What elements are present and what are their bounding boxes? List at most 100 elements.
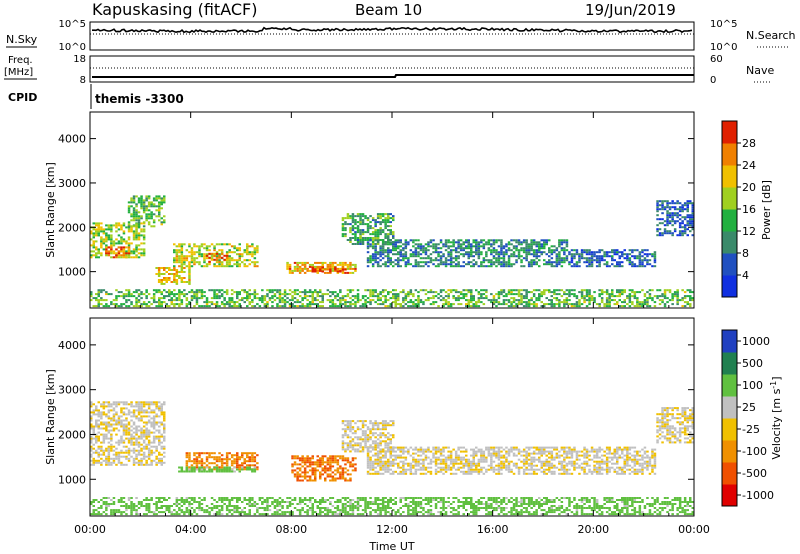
echo-cell <box>605 297 609 300</box>
echo-cell <box>643 265 647 268</box>
echo-cell <box>593 251 596 254</box>
echo-cell <box>266 289 269 292</box>
echo-cell <box>324 271 327 274</box>
echo-cell <box>387 217 390 220</box>
echo-cell <box>419 257 423 260</box>
echo-cell <box>605 263 609 266</box>
echo-cell <box>495 452 498 455</box>
echo-cell <box>422 301 425 304</box>
echo-cell <box>107 228 111 231</box>
echo-cell <box>611 295 614 298</box>
echo-cell <box>550 257 554 260</box>
echo-cell <box>349 305 352 308</box>
echo-cell <box>475 245 478 248</box>
echo-cell <box>475 462 478 465</box>
echo-cell <box>485 289 488 292</box>
echo-cell <box>429 241 433 244</box>
echo-cell <box>132 252 136 255</box>
echo-cell <box>150 201 153 204</box>
echo-cell <box>142 433 146 436</box>
echo-cell <box>575 301 579 304</box>
echo-cell <box>371 227 375 230</box>
echo-cell <box>303 457 307 460</box>
echo-cell <box>681 297 684 300</box>
echo-cell <box>301 261 304 264</box>
echo-cell <box>339 477 342 480</box>
echo-cell <box>115 226 118 229</box>
echo-cell <box>683 216 687 219</box>
echo-cell <box>90 411 93 414</box>
echo-cell <box>203 301 206 304</box>
echo-cell <box>432 456 435 459</box>
echo-cell <box>616 263 619 266</box>
echo-cell <box>683 224 687 227</box>
echo-cell <box>200 452 204 455</box>
echo-cell <box>568 263 571 266</box>
echo-cell <box>132 248 136 251</box>
echo-cell <box>90 445 93 448</box>
echo-cell <box>200 305 204 308</box>
echo-cell <box>263 299 267 302</box>
echo-cell <box>573 263 576 266</box>
echo-cell <box>565 245 569 248</box>
echo-cell <box>140 417 143 420</box>
echo-cell <box>369 215 372 218</box>
echo-cell <box>515 249 518 252</box>
echo-cell <box>339 455 342 458</box>
echo-cell <box>243 259 246 262</box>
echo-cell <box>563 259 566 262</box>
echo-cell <box>414 468 418 471</box>
echo-cell <box>392 241 395 244</box>
echo-cell <box>384 424 387 427</box>
echo-cell <box>130 197 133 200</box>
echo-cell <box>432 448 435 451</box>
echo-cell <box>92 461 95 464</box>
echo-cell <box>127 429 131 432</box>
echo-cell <box>336 267 340 270</box>
echo-cell <box>369 444 372 447</box>
echo-cell <box>505 299 508 302</box>
echo-cell <box>225 470 229 473</box>
echo-cell <box>150 297 153 300</box>
echo-cell <box>140 405 143 408</box>
echo-cell <box>459 253 463 256</box>
echo-cell <box>475 454 478 457</box>
echo-cell <box>344 459 347 462</box>
echo-cell <box>480 468 483 471</box>
echo-cell <box>125 449 128 452</box>
echo-cell <box>130 250 133 253</box>
echo-cell <box>611 263 614 266</box>
echo-cell <box>527 299 531 302</box>
echo-cell <box>236 466 239 469</box>
echo-cell <box>296 305 299 308</box>
sky-noise-line <box>92 26 693 34</box>
echo-cell <box>117 222 121 225</box>
echo-cell <box>308 459 312 462</box>
echo-cell <box>331 267 335 270</box>
echo-cell <box>467 299 470 302</box>
echo-cell <box>145 195 148 198</box>
echo-cell <box>137 219 141 222</box>
echo-cell <box>507 241 511 244</box>
echo-cell <box>364 215 367 218</box>
echo-cell <box>308 465 312 468</box>
echo-cell <box>417 251 420 254</box>
echo-cell <box>359 243 362 245</box>
echo-cell <box>152 427 156 430</box>
echo-cell <box>495 301 498 304</box>
echo-cell <box>122 425 126 428</box>
echo-cell <box>351 465 355 468</box>
echo-cell <box>92 431 95 434</box>
echo-cell <box>538 245 541 248</box>
echo-cell <box>140 203 143 206</box>
echo-cell <box>341 442 345 445</box>
echo-cell <box>399 291 402 294</box>
echo-cell <box>376 456 380 459</box>
echo-cell <box>543 241 546 244</box>
echo-cell <box>369 468 372 471</box>
echo-cell <box>248 456 251 459</box>
echo-cell <box>145 197 148 200</box>
echo-cell <box>125 226 128 229</box>
echo-cell <box>127 244 131 247</box>
echo-cell <box>676 216 679 219</box>
